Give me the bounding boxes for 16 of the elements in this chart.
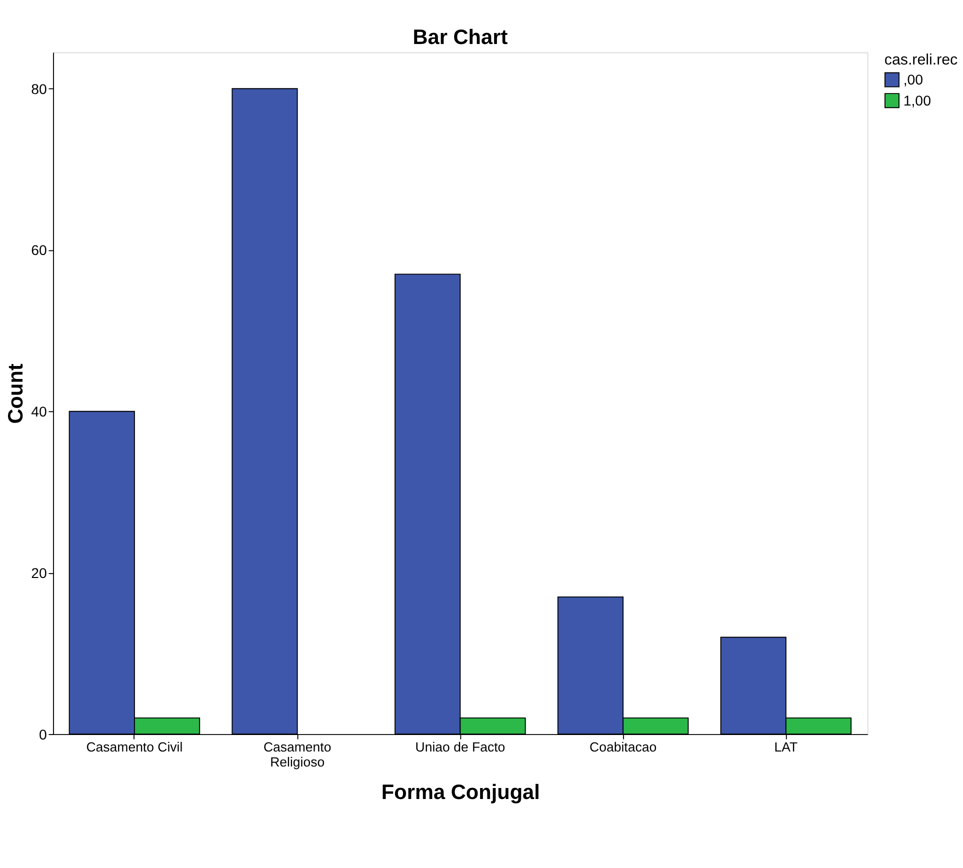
x-tick-label: Casamento Religioso xyxy=(263,740,332,770)
x-tick-label: Coabitacao xyxy=(590,740,657,755)
legend-label: ,00 xyxy=(903,72,924,89)
x-axis-title: Forma Conjugal xyxy=(381,780,540,804)
legend-title: cas.reli.rec xyxy=(884,52,958,69)
chart-title: Bar Chart xyxy=(412,26,508,49)
y-tick-label: 80 xyxy=(31,82,47,98)
y-tick-label: 20 xyxy=(31,566,47,582)
y-axis-title: Count xyxy=(4,364,28,424)
x-tick-label: LAT xyxy=(774,740,798,755)
y-tick-label: 60 xyxy=(31,243,47,260)
x-tick-label: Uniao de Facto xyxy=(415,740,506,755)
y-tick-label: 0 xyxy=(38,727,47,744)
y-tick-label: 40 xyxy=(31,404,47,421)
x-tick-label: Casamento Civil xyxy=(86,740,183,755)
legend-label: 1,00 xyxy=(903,93,932,110)
